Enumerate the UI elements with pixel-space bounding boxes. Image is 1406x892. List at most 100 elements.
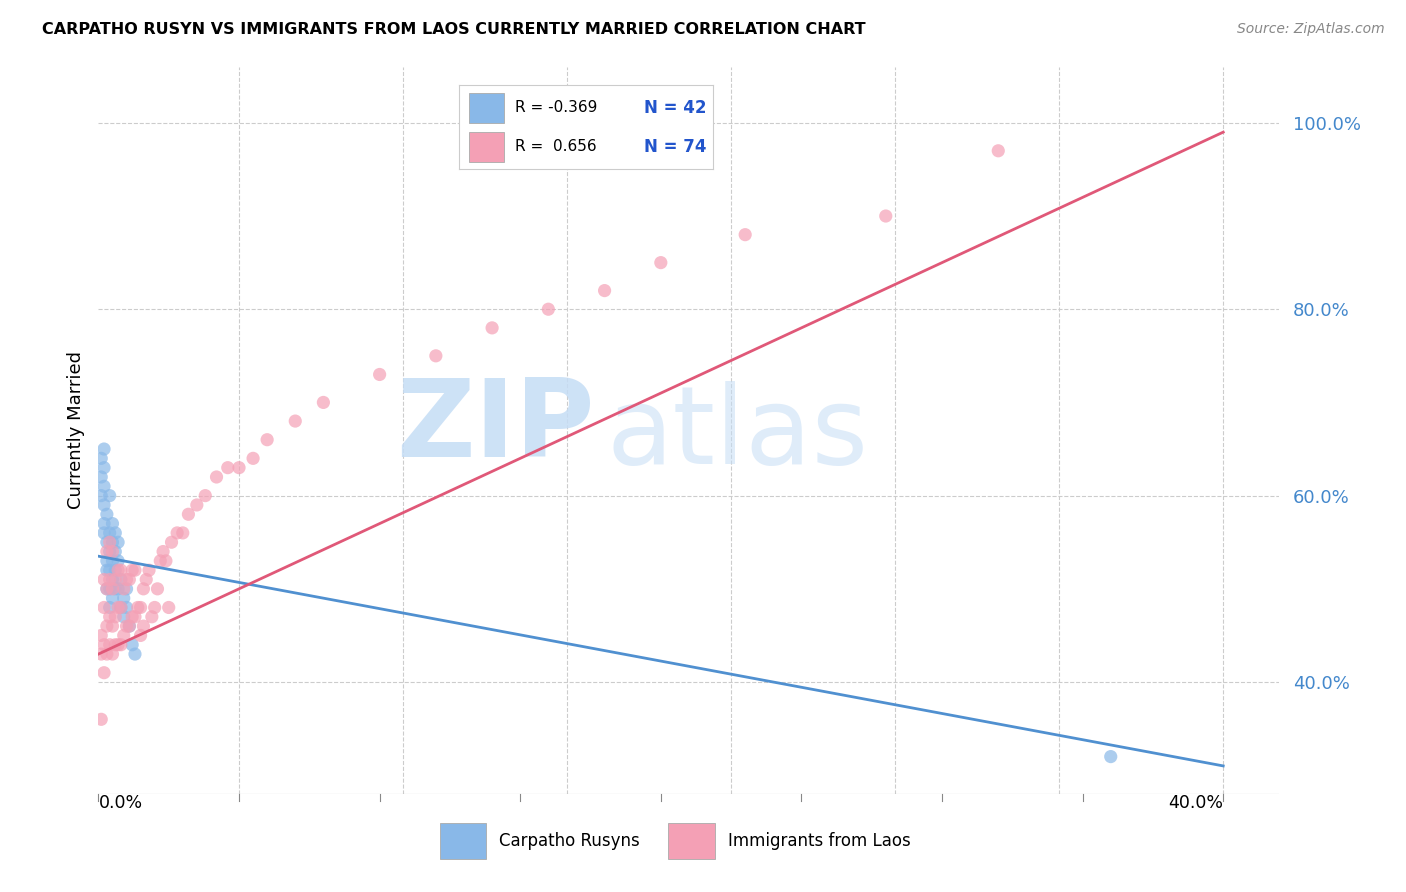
Point bbox=[115, 582, 138, 596]
Point bbox=[124, 563, 146, 577]
Point bbox=[166, 525, 188, 540]
Point bbox=[98, 573, 121, 587]
Point bbox=[93, 498, 115, 512]
Point bbox=[101, 582, 124, 596]
Point bbox=[93, 638, 115, 652]
Point bbox=[90, 470, 112, 484]
Point bbox=[118, 573, 141, 587]
Point bbox=[101, 554, 124, 568]
Point bbox=[101, 544, 124, 558]
Point bbox=[149, 554, 172, 568]
Point bbox=[734, 227, 756, 242]
Point bbox=[96, 582, 118, 596]
Point bbox=[96, 619, 118, 633]
Point bbox=[157, 600, 180, 615]
Point bbox=[110, 600, 132, 615]
Point bbox=[194, 489, 217, 503]
Point bbox=[98, 563, 121, 577]
Point bbox=[152, 544, 174, 558]
Point bbox=[481, 321, 503, 335]
Point bbox=[101, 535, 124, 549]
Point bbox=[90, 489, 112, 503]
Point bbox=[146, 582, 169, 596]
Point bbox=[129, 600, 152, 615]
Point bbox=[98, 609, 121, 624]
Point bbox=[90, 451, 112, 466]
Point bbox=[96, 508, 118, 522]
Point bbox=[96, 563, 118, 577]
Point bbox=[284, 414, 307, 428]
Point bbox=[121, 563, 143, 577]
Point bbox=[160, 535, 183, 549]
Point bbox=[112, 582, 135, 596]
Point bbox=[96, 544, 118, 558]
Point bbox=[115, 600, 138, 615]
Text: 40.0%: 40.0% bbox=[1168, 794, 1223, 812]
Point bbox=[127, 600, 149, 615]
Point bbox=[242, 451, 264, 466]
Point bbox=[121, 609, 143, 624]
Point bbox=[93, 516, 115, 531]
Point bbox=[129, 628, 152, 642]
Point bbox=[96, 535, 118, 549]
Point bbox=[425, 349, 447, 363]
Point bbox=[155, 554, 177, 568]
Point bbox=[93, 665, 115, 680]
Point bbox=[101, 516, 124, 531]
Point bbox=[135, 573, 157, 587]
Point bbox=[107, 600, 129, 615]
Point bbox=[312, 395, 335, 409]
Point bbox=[107, 638, 129, 652]
Point bbox=[186, 498, 208, 512]
Point bbox=[132, 582, 155, 596]
Point bbox=[107, 582, 129, 596]
Point bbox=[1099, 749, 1122, 764]
Point bbox=[124, 647, 146, 661]
Point bbox=[143, 600, 166, 615]
Point bbox=[93, 600, 115, 615]
Point bbox=[98, 489, 121, 503]
Y-axis label: Currently Married: Currently Married bbox=[66, 351, 84, 509]
Point bbox=[104, 573, 127, 587]
Point bbox=[537, 302, 560, 317]
Point bbox=[96, 647, 118, 661]
Point bbox=[132, 619, 155, 633]
Point bbox=[124, 609, 146, 624]
Point bbox=[110, 573, 132, 587]
Point bbox=[107, 535, 129, 549]
Point bbox=[104, 638, 127, 652]
Point bbox=[107, 554, 129, 568]
Point bbox=[90, 712, 112, 726]
Point bbox=[593, 284, 616, 298]
Point bbox=[101, 619, 124, 633]
Point bbox=[217, 460, 239, 475]
Point bbox=[98, 600, 121, 615]
Point bbox=[98, 582, 121, 596]
Point bbox=[96, 582, 118, 596]
Point bbox=[141, 609, 163, 624]
Point bbox=[98, 638, 121, 652]
Point bbox=[650, 255, 672, 269]
Point bbox=[110, 600, 132, 615]
Point bbox=[110, 563, 132, 577]
Point bbox=[138, 563, 160, 577]
Point bbox=[93, 525, 115, 540]
Point bbox=[93, 573, 115, 587]
Point bbox=[101, 647, 124, 661]
Point bbox=[118, 619, 141, 633]
Point bbox=[96, 554, 118, 568]
Point bbox=[90, 647, 112, 661]
Point bbox=[98, 525, 121, 540]
Point bbox=[98, 535, 121, 549]
Point bbox=[93, 479, 115, 493]
Point bbox=[112, 591, 135, 606]
Point bbox=[875, 209, 897, 223]
Point bbox=[172, 525, 194, 540]
Point bbox=[112, 609, 135, 624]
Point bbox=[98, 544, 121, 558]
Point bbox=[228, 460, 250, 475]
Point bbox=[104, 525, 127, 540]
Point bbox=[121, 638, 143, 652]
Point bbox=[104, 544, 127, 558]
Text: atlas: atlas bbox=[606, 381, 869, 487]
